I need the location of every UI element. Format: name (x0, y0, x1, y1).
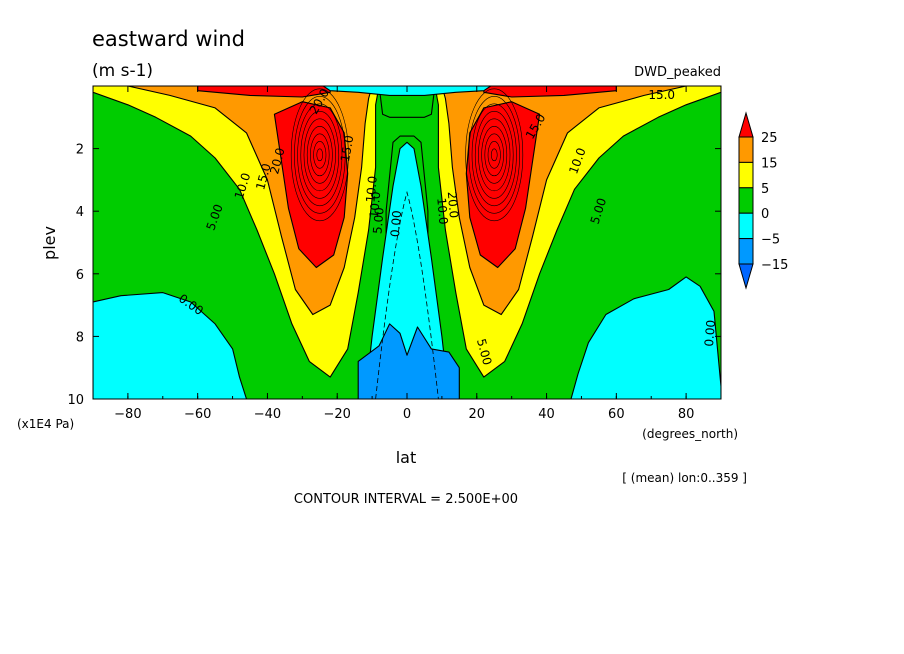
y-tick-label-10: 10 (67, 393, 84, 408)
contour-label-4: 20.0 (267, 146, 287, 175)
contour-label-7: 5.00 (370, 207, 386, 235)
x-axis-label: lat (396, 448, 417, 467)
north-polar-cyan (570, 276, 721, 399)
x-axis-units: (degrees_north) (642, 427, 738, 441)
x-tick-label--20: −20 (324, 407, 351, 422)
colorbar-swatch-4 (738, 238, 754, 265)
colorbar-label-2: 5 (761, 182, 769, 197)
north-jet-contour-5 (474, 111, 514, 199)
south-jet-contour-8 (290, 88, 349, 222)
contour-label-15: 0.00 (702, 319, 718, 347)
x-tick-label--80: −80 (114, 407, 141, 422)
contour-label-12: 5.00 (474, 337, 494, 366)
colorbar-label-0: 25 (761, 131, 778, 146)
x-tick-label--60: −60 (184, 407, 211, 422)
colorbar-label-4: −5 (761, 233, 780, 248)
north-jet-contour-7 (468, 96, 520, 214)
south-jet-contour-3 (306, 126, 333, 184)
north-jet-contour-1 (487, 141, 501, 169)
north-jet-contour-3 (481, 126, 508, 184)
colorbar-label-5: −15 (761, 258, 788, 273)
mean-note: [ (mean) lon:0..359 ] (622, 471, 747, 485)
contour-label-9: 0.00 (388, 210, 404, 238)
y-axis-label: plev (40, 226, 59, 260)
y-tick-label-6: 6 (76, 268, 84, 283)
south-jet-contour-4 (303, 118, 336, 192)
north-jet-contour-0 (490, 148, 498, 162)
x-tick-label-40: 40 (538, 407, 555, 422)
colorbar-label-1: 15 (761, 156, 778, 171)
colorbar-swatch-0 (738, 136, 754, 163)
north-jet-contour-2 (484, 133, 504, 177)
contour-label-5: 15.0 (338, 134, 356, 163)
contour-label-6: 10.0 (363, 175, 379, 203)
y-axis: 2 4 6 8 10 (67, 143, 721, 408)
upper-edge-red-north (483, 86, 617, 98)
easterly-dashed-contour (375, 190, 439, 399)
x-axis: −80 −60 −40 −20 0 20 40 60 80 (92, 86, 722, 422)
colorbar-swatch-1 (738, 161, 754, 189)
x-tick-label-20: 20 (469, 407, 486, 422)
colorbar-bottom-arrow (738, 263, 754, 290)
y-tick-label-4: 4 (76, 205, 84, 220)
south-jet-contour-6 (297, 103, 343, 207)
south-polar-cyan (93, 292, 248, 399)
y-axis-units: (x1E4 Pa) (17, 417, 74, 431)
south-jet-contour-7 (294, 96, 346, 214)
chart-subtitle: (m s-1) (92, 61, 153, 81)
chart-title: eastward wind (92, 27, 245, 51)
contour-label-16: 15.0 (648, 88, 675, 102)
south-jet-contour-5 (300, 111, 340, 199)
y-tick-label-8: 8 (76, 330, 84, 345)
colorbar-top-arrow (738, 111, 754, 138)
equatorial-easterly-blue (357, 323, 460, 399)
north-jet-contour-6 (471, 103, 517, 207)
north-jet-contour-8 (465, 88, 524, 222)
contour-label-11: 20.0 (445, 191, 461, 219)
x-tick-label-0: 0 (403, 407, 411, 422)
south-jet-contour-0 (316, 148, 324, 162)
south-jet-contour-1 (313, 141, 327, 169)
colorbar-swatch-3 (738, 212, 754, 240)
contour-label-3: 15.0 (253, 162, 273, 191)
y-tick-label-2: 2 (76, 143, 84, 158)
x-tick-label-60: 60 (608, 407, 625, 422)
contour-label-8: 10.0 (367, 191, 383, 219)
x-tick-label-80: 80 (678, 407, 695, 422)
north-jet-contour-4 (478, 118, 511, 192)
south-jet-contour-2 (310, 133, 330, 177)
contour-label-10: 10.0 (434, 197, 450, 225)
dataset-label: DWD_peaked (634, 65, 721, 80)
contour-interval-label: CONTOUR INTERVAL = 2.500E+00 (294, 492, 518, 507)
colorbar-label-3: 0 (761, 207, 769, 222)
colorbar-swatch-2 (738, 187, 754, 214)
x-tick-label--40: −40 (254, 407, 281, 422)
colorbar: 25 15 5 0 −5 −15 (738, 111, 788, 290)
